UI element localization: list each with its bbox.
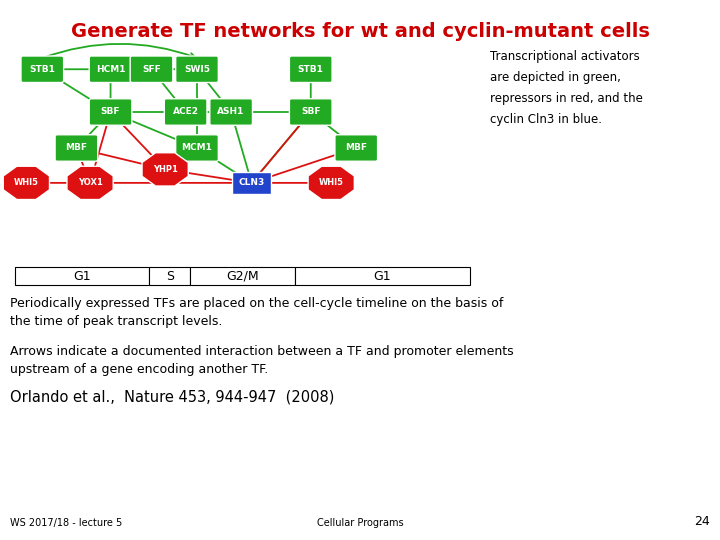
Text: G1: G1 [374, 269, 391, 282]
Bar [190, 267, 294, 285]
Text: 24: 24 [694, 515, 710, 528]
Text: Orlando et al.,  Nature 453, 944-947  (2008): Orlando et al., Nature 453, 944-947 (200… [10, 390, 334, 405]
FancyBboxPatch shape [130, 56, 173, 83]
Text: MBF: MBF [346, 144, 367, 152]
FancyBboxPatch shape [289, 56, 332, 83]
Text: Transcriptional activators
are depicted in green,
repressors in red, and the
cyc: Transcriptional activators are depicted … [490, 50, 643, 126]
Text: SFF: SFF [142, 65, 161, 74]
Text: Cellular Programs: Cellular Programs [317, 518, 403, 528]
Text: STB1: STB1 [298, 65, 324, 74]
Text: WHI5: WHI5 [14, 178, 39, 187]
FancyBboxPatch shape [176, 56, 218, 83]
FancyBboxPatch shape [289, 99, 332, 125]
Bar [15, 267, 149, 285]
Text: WS 2017/18 - lecture 5: WS 2017/18 - lecture 5 [10, 518, 122, 528]
Text: STB1: STB1 [30, 65, 55, 74]
Text: Generate TF networks for wt and cyclin-mutant cells: Generate TF networks for wt and cyclin-m… [71, 22, 649, 41]
Polygon shape [142, 153, 188, 186]
Text: WHI5: WHI5 [319, 178, 343, 187]
Text: G2/M: G2/M [226, 269, 258, 282]
Polygon shape [4, 166, 50, 199]
Text: YHP1: YHP1 [153, 165, 178, 174]
Text: ACE2: ACE2 [173, 107, 199, 117]
Text: YOX1: YOX1 [78, 178, 102, 187]
Bar [233, 172, 271, 194]
Text: SBF: SBF [101, 107, 120, 117]
FancyBboxPatch shape [55, 135, 98, 161]
FancyBboxPatch shape [335, 135, 377, 161]
Text: SBF: SBF [301, 107, 320, 117]
Bar [294, 267, 470, 285]
FancyBboxPatch shape [210, 99, 253, 125]
FancyBboxPatch shape [176, 135, 218, 161]
Text: G1: G1 [73, 269, 91, 282]
Text: ASH1: ASH1 [217, 107, 245, 117]
Text: Arrows indicate a documented interaction between a TF and promoter elements
upst: Arrows indicate a documented interaction… [10, 345, 513, 376]
FancyArrowPatch shape [42, 44, 195, 58]
Bar [149, 267, 190, 285]
FancyBboxPatch shape [21, 56, 63, 83]
FancyBboxPatch shape [89, 99, 132, 125]
FancyBboxPatch shape [164, 99, 207, 125]
Polygon shape [308, 166, 354, 199]
Text: S: S [166, 269, 174, 282]
Text: MBF: MBF [66, 144, 87, 152]
Text: Periodically expressed TFs are placed on the cell-cycle timeline on the basis of: Periodically expressed TFs are placed on… [10, 297, 503, 328]
FancyBboxPatch shape [89, 56, 132, 83]
Polygon shape [67, 166, 113, 199]
Text: SWI5: SWI5 [184, 65, 210, 74]
Text: HCM1: HCM1 [96, 65, 125, 74]
Text: MCM1: MCM1 [181, 144, 212, 152]
Text: CLN3: CLN3 [238, 178, 265, 187]
